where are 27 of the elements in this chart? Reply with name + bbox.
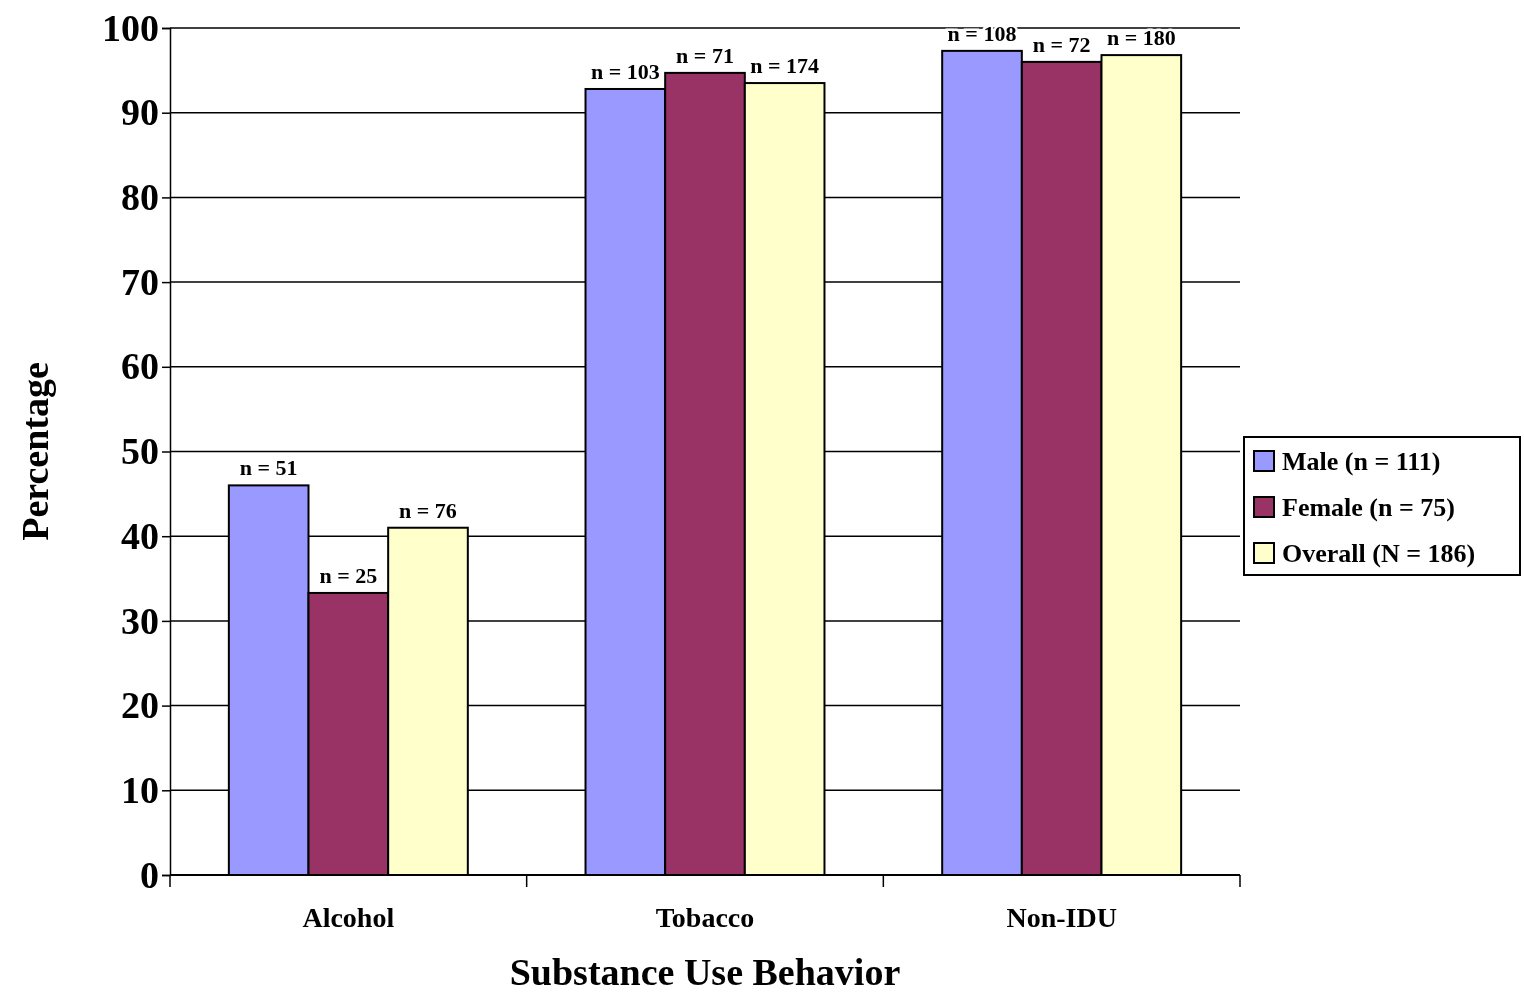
annotation: n = 103 <box>590 58 660 84</box>
annotation: n = 72 <box>1032 31 1091 57</box>
y-axis-title: Percentage <box>14 362 56 541</box>
y-tick-label: 100 <box>102 6 159 49</box>
legend-label: Female (n = 75) <box>1282 493 1455 522</box>
annotation: n = 71 <box>676 42 734 68</box>
y-tick-label: 20 <box>121 684 159 727</box>
legend-label: Overall (N = 186) <box>1282 539 1476 568</box>
x-axis-title: Substance Use Behavior <box>509 951 901 992</box>
y-tick-label: 0 <box>140 853 159 896</box>
y-tick-label: 90 <box>121 91 159 134</box>
annotation: n = 51 <box>239 455 298 481</box>
x-tick-label: Non-IDU <box>1006 902 1117 933</box>
x-tick-label: Tobacco <box>655 902 755 933</box>
annotation: n = 180 <box>1106 25 1176 51</box>
y-tick-label: 60 <box>121 345 159 388</box>
x-tick-label: Alcohol <box>302 902 395 933</box>
y-tick-label: 10 <box>121 768 159 811</box>
annotation: n = 174 <box>750 53 820 79</box>
y-tick-label: 80 <box>121 176 159 219</box>
y-tick-label: 30 <box>121 599 159 642</box>
y-tick-label: 40 <box>121 514 159 557</box>
annotation: n = 25 <box>319 562 378 588</box>
y-tick-label: 70 <box>121 260 159 303</box>
legend-label: Male (n = 111) <box>1282 447 1441 476</box>
y-tick-label: 50 <box>121 430 159 473</box>
annotation: n = 76 <box>399 497 457 523</box>
